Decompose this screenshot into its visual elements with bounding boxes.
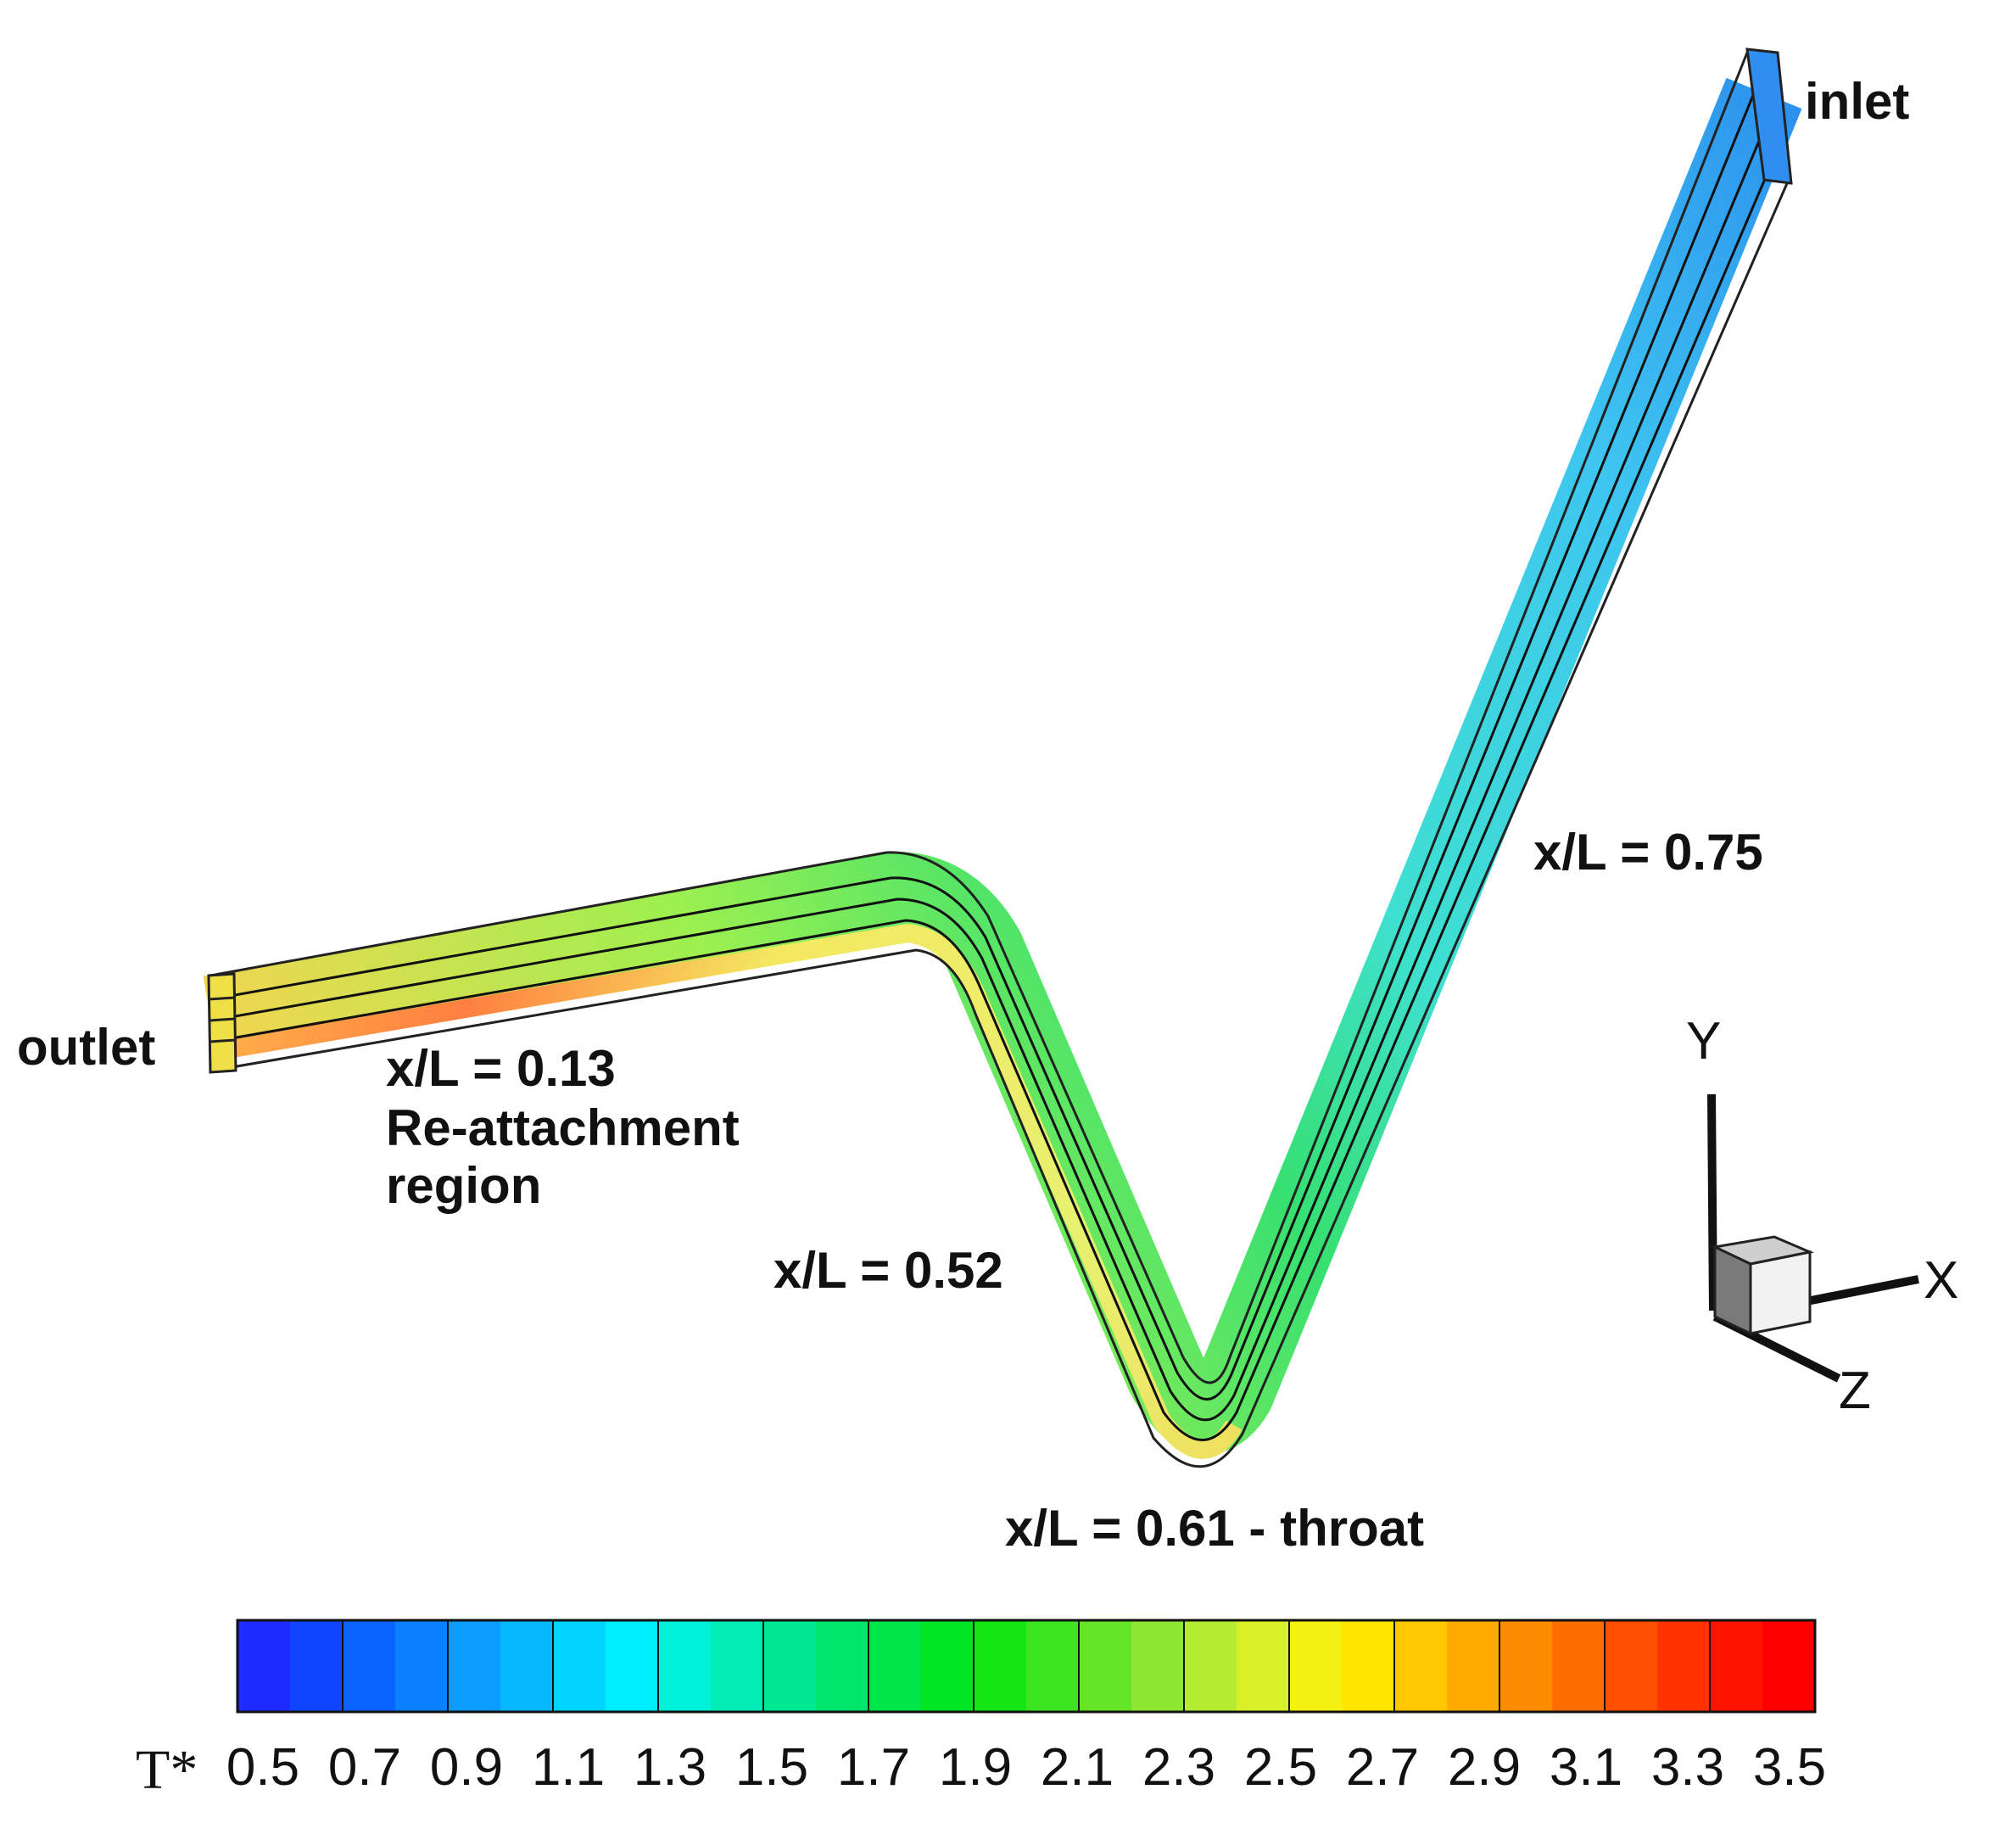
colorbar-segment: [1342, 1620, 1395, 1712]
colorbar-segment: [1710, 1620, 1763, 1712]
colorbar-segment: [868, 1620, 922, 1712]
label-reattachment-line1: Re-attachment: [386, 1099, 740, 1156]
axes-triad: Y X Z: [1686, 1012, 1958, 1420]
label-station-052: x/L = 0.52: [773, 1242, 1003, 1299]
colorbar-segment: [448, 1620, 501, 1712]
colorbar-segment: [1499, 1620, 1553, 1712]
label-reattachment-line2: region: [386, 1157, 541, 1214]
colorbar-tick-label: 3.5: [1753, 1738, 1826, 1797]
tube-lower-hot-band: [210, 924, 1243, 1459]
colorbar-segment: [1447, 1620, 1500, 1712]
colorbar-segment: [1237, 1620, 1290, 1712]
colorbar-tick-label: 0.9: [430, 1738, 503, 1797]
colorbar-tick-label: 1.5: [735, 1738, 808, 1797]
colorbar-tick-label: 3.1: [1550, 1738, 1622, 1797]
tube-inner-line-1: [210, 84, 1759, 1401]
colorbar-segment: [1184, 1620, 1237, 1712]
colorbar-segment: [1605, 1620, 1658, 1712]
colorbar-segment: [816, 1620, 869, 1712]
colorbar-segment: [1289, 1620, 1343, 1712]
colorbar-segment: [1657, 1620, 1711, 1712]
colorbar-tick-label: 2.7: [1346, 1738, 1419, 1797]
colorbar-segment: [974, 1620, 1027, 1712]
label-station-061-throat: x/L = 0.61 - throat: [1005, 1500, 1424, 1557]
colorbar-segment: [343, 1620, 396, 1712]
label-station-075: x/L = 0.75: [1533, 824, 1763, 881]
colorbar-segment: [606, 1620, 659, 1712]
colorbar-tick-label: 1.9: [939, 1738, 1012, 1797]
colorbar-tick-labels: 0.5 0.7 0.9 1.1 1.3 1.5 1.7 1.9 2.1 2.3 2.5 2.7 2.9 3…: [226, 1738, 1826, 1797]
colorbar-tick-label: 3.3: [1651, 1738, 1724, 1797]
colorbar-segment: [1394, 1620, 1448, 1712]
triad-label-x: X: [1924, 1251, 1958, 1310]
colorbar-tick-label: 2.1: [1041, 1738, 1114, 1797]
inlet-cap: [1745, 48, 1793, 185]
colorbar-title: T*: [136, 1739, 198, 1801]
colorbar-segment: [711, 1620, 764, 1712]
tube-inner-line-3: [211, 148, 1779, 1441]
y-axis-line: [1707, 1093, 1717, 1311]
colorbar-segment: [500, 1620, 554, 1712]
colorbar-segment: [1131, 1620, 1185, 1712]
tube-body: [203, 77, 1802, 1454]
nozzle-tube: [203, 48, 1802, 1468]
colorbar-segment: [1552, 1620, 1606, 1712]
colorbar-segment: [763, 1620, 817, 1712]
colorbar-segment: [395, 1620, 449, 1712]
colorbar-tick-label: 2.5: [1244, 1738, 1317, 1797]
colorbar-tick-label: 1.3: [634, 1738, 706, 1797]
colorbar-tick-label: 0.7: [328, 1738, 401, 1797]
triad-label-z: Z: [1839, 1362, 1871, 1420]
colorbar-tick-label: 2.3: [1142, 1738, 1215, 1797]
outlet-cap: [207, 972, 237, 1074]
colorbar-segment: [1079, 1620, 1132, 1712]
colorbar: [236, 1619, 1817, 1714]
colorbar-segment: [553, 1620, 606, 1712]
colorbar-tick-label: 1.1: [532, 1738, 605, 1797]
colorbar-tick-label: 0.5: [226, 1738, 299, 1797]
colorbar-segment: [1762, 1620, 1816, 1712]
colorbar-segment: [658, 1620, 712, 1712]
tube-edge-top: [209, 52, 1749, 1384]
label-outlet: outlet: [17, 1019, 155, 1076]
colorbar-segment: [237, 1620, 291, 1712]
tube-edge-bottom: [211, 181, 1790, 1468]
colorbar-tick-label: 2.9: [1448, 1738, 1521, 1797]
label-station-013: x/L = 0.13: [386, 1040, 616, 1097]
colorbar-segment: [921, 1620, 974, 1712]
colorbar-segment: [1026, 1620, 1080, 1712]
triad-cube-front: [1749, 1250, 1812, 1335]
triad-label-y: Y: [1686, 1012, 1721, 1071]
tube-inner-line-2: [210, 118, 1770, 1422]
label-inlet: inlet: [1805, 73, 1909, 130]
colorbar-tick-label: 1.7: [837, 1738, 910, 1797]
colorbar-frame: [236, 1619, 1817, 1714]
colorbar-segment: [290, 1620, 343, 1712]
